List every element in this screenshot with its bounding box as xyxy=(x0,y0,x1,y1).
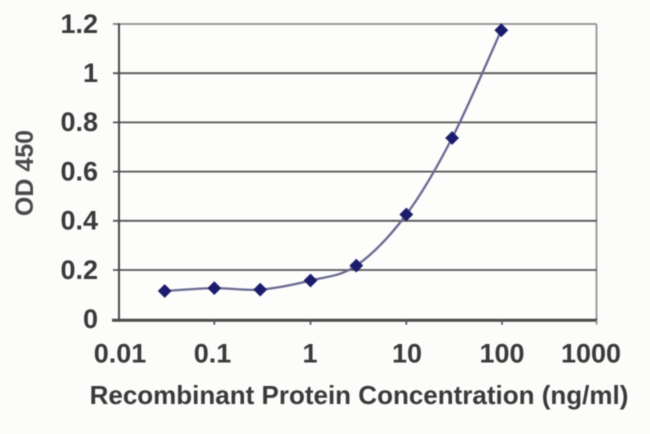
svg-text:Recombinant Protein Concentrat: Recombinant Protein Concentration (ng/ml… xyxy=(90,380,629,410)
svg-text:0.4: 0.4 xyxy=(60,206,98,236)
svg-text:1: 1 xyxy=(83,58,98,88)
svg-text:0.8: 0.8 xyxy=(60,107,98,137)
svg-text:10: 10 xyxy=(392,339,422,369)
svg-text:0.2: 0.2 xyxy=(60,255,98,285)
svg-text:100: 100 xyxy=(479,339,524,369)
svg-text:1000: 1000 xyxy=(561,339,621,369)
svg-text:1.2: 1.2 xyxy=(60,9,98,39)
svg-text:1: 1 xyxy=(302,339,317,369)
svg-text:OD 450: OD 450 xyxy=(11,130,39,216)
svg-text:0: 0 xyxy=(83,304,98,334)
svg-text:0.01: 0.01 xyxy=(94,339,147,369)
svg-text:0.1: 0.1 xyxy=(194,339,232,369)
svg-text:0.6: 0.6 xyxy=(60,156,98,186)
